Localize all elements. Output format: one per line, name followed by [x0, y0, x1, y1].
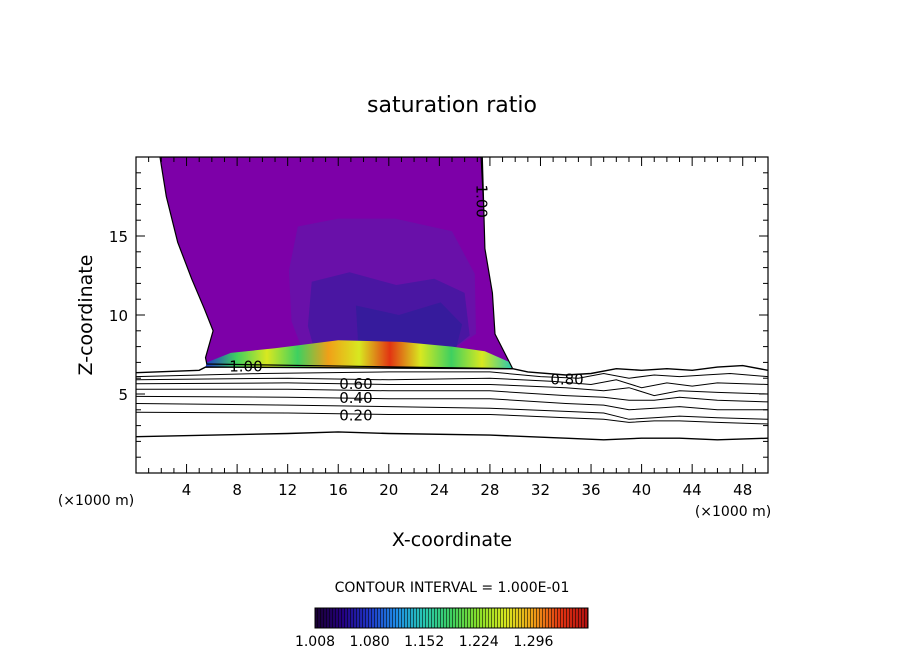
chart-title: saturation ratio — [367, 93, 537, 118]
contour-line — [159, 157, 514, 370]
contour-label: 0.80 — [550, 370, 583, 388]
contour-lines — [136, 157, 768, 441]
colorbar-tick-label: 1.008 — [295, 634, 335, 650]
cloud-core-region-2 — [355, 302, 463, 350]
colorbar-frame — [314, 607, 589, 629]
contour-line — [136, 411, 768, 425]
plot-area: 1.00 1.00 0.80 0.600.400.20 — [136, 157, 768, 441]
x-tick-label: 48 — [733, 481, 752, 499]
y-tick-label: 10 — [109, 307, 128, 325]
contour-line — [136, 377, 768, 389]
contour-label: 1.00 — [473, 185, 491, 218]
x-tick-label: 16 — [329, 481, 348, 499]
contour-label: 1.00 — [229, 358, 262, 376]
x-tick-label: 8 — [232, 481, 242, 499]
x-tick-label: 40 — [632, 481, 651, 499]
contour-line — [136, 364, 768, 376]
x-unit-left: (×1000 m) — [58, 493, 134, 509]
x-unit-right: (×1000 m) — [695, 504, 771, 520]
x-tick-label: 36 — [581, 481, 600, 499]
x-tick-label: 12 — [278, 481, 297, 499]
colorbar-tick-labels: 1.008 1.080 1.152 1.224 1.296 — [295, 634, 554, 650]
contour-line — [136, 431, 768, 441]
contour-line — [136, 388, 768, 403]
contour-label: 0.40 — [339, 389, 372, 407]
contour-line — [136, 395, 768, 411]
y-axis-label: Z-coordinate — [75, 255, 97, 376]
contour-line — [136, 403, 768, 420]
contour-line — [136, 371, 768, 379]
x-axis-label: X-coordinate — [392, 529, 512, 551]
x-axis: 4 8 12 16 20 24 28 32 36 40 44 48 — [148, 157, 756, 499]
x-tick-label: 28 — [480, 481, 499, 499]
x-tick-label: 20 — [379, 481, 398, 499]
y-axis: 5 10 15 — [109, 172, 768, 458]
colorbar-tick-label: 1.296 — [513, 634, 553, 650]
cloud-base-band — [205, 340, 513, 369]
colorbar-stripes — [315, 608, 588, 628]
x-tick-label: 32 — [531, 481, 550, 499]
contour-label: 0.60 — [339, 375, 372, 393]
colorbar-tick-label: 1.224 — [459, 634, 499, 650]
contour-interval-label: CONTOUR INTERVAL = 1.000E-01 — [335, 580, 570, 596]
contour-label: 0.20 — [339, 407, 372, 425]
colorbar-tick-label: 1.152 — [404, 634, 444, 650]
contour-line — [136, 382, 768, 397]
colorbar-tick-label: 1.080 — [350, 634, 390, 650]
y-tick-label: 5 — [118, 386, 128, 404]
x-tick-label: 44 — [683, 481, 702, 499]
y-tick-label: 15 — [109, 228, 128, 246]
x-tick-label: 24 — [430, 481, 449, 499]
x-tick-label: 4 — [182, 481, 192, 499]
colorbar: 1.008 1.080 1.152 1.224 1.296 — [295, 607, 589, 650]
contour-labels: 1.00 1.00 0.80 0.600.400.20 — [229, 185, 583, 425]
